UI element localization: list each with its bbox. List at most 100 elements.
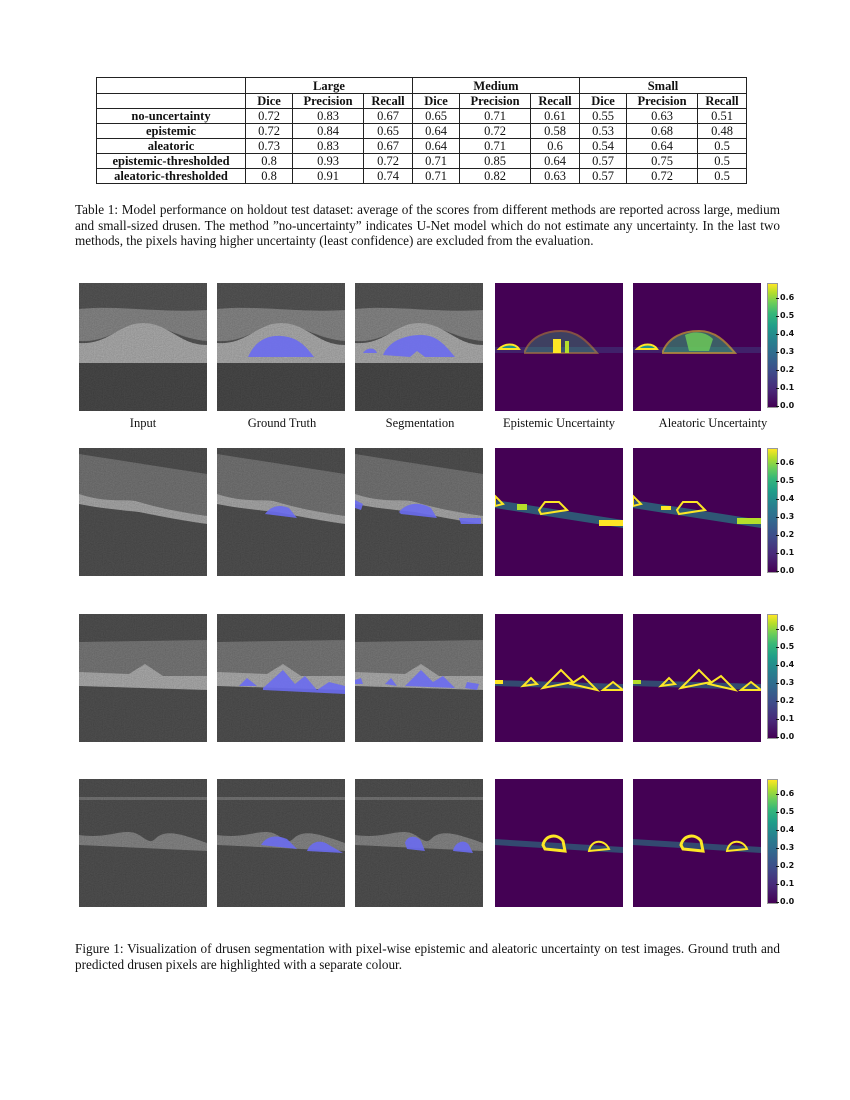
table-cell: 0.71: [459, 108, 531, 124]
table-cell: 0.72: [363, 153, 413, 169]
oct-input-image: [79, 614, 207, 742]
oct-input-image: [79, 448, 207, 576]
table-cell: 0.72: [245, 108, 293, 124]
segmentation-image: [355, 779, 483, 907]
table-cell: 0.72: [459, 123, 531, 139]
oct-input-image: [79, 779, 207, 907]
col-header-dice: Dice: [412, 93, 460, 109]
aleatoric-uncertainty-map: [633, 779, 761, 907]
group-header-large: Large: [245, 77, 413, 94]
table-row: no-uncertainty 0.72 0.83 0.67 0.65 0.71 …: [96, 108, 747, 124]
table-cell: 0.8: [245, 153, 293, 169]
epistemic-uncertainty-map: [495, 614, 623, 742]
col-header-recall: Recall: [363, 93, 413, 109]
col-header-precision: Precision: [626, 93, 698, 109]
table-cell: 0.57: [579, 168, 627, 184]
table-cell: 0.71: [412, 153, 460, 169]
segmentation-image: [355, 614, 483, 742]
col-header-dice: Dice: [245, 93, 293, 109]
table-cell: 0.91: [292, 168, 364, 184]
epistemic-uncertainty-map: [495, 283, 623, 411]
table-cell: 0.55: [579, 108, 627, 124]
table-cell: 0.54: [579, 138, 627, 154]
epistemic-uncertainty-map: [495, 448, 623, 576]
epistemic-uncertainty-map: [495, 779, 623, 907]
aleatoric-uncertainty-map: [633, 614, 761, 742]
table-row: epistemic 0.72 0.84 0.65 0.64 0.72 0.58 …: [96, 123, 747, 139]
table-group-header-row: Large Medium Small: [96, 77, 747, 94]
oct-input-image: [79, 283, 207, 411]
table-row: aleatoric 0.73 0.83 0.67 0.64 0.71 0.6 0…: [96, 138, 747, 154]
segmentation-image: [355, 283, 483, 411]
method-label: epistemic: [96, 123, 246, 139]
table-cell: 0.67: [363, 138, 413, 154]
table-cell: 0.48: [697, 123, 747, 139]
col-header-recall: Recall: [530, 93, 580, 109]
ground-truth-image: [217, 779, 345, 907]
method-label: aleatoric-thresholded: [96, 168, 246, 184]
ground-truth-image: [217, 448, 345, 576]
column-label-segmentation: Segmentation: [385, 416, 455, 430]
table-cell: 0.51: [697, 108, 747, 124]
table-cell: 0.67: [363, 108, 413, 124]
col-header-precision: Precision: [459, 93, 531, 109]
results-table: Large Medium Small Dice Precision Recall…: [96, 77, 747, 184]
table-cell: 0.85: [459, 153, 531, 169]
group-header-small: Small: [579, 77, 747, 94]
table-cell: 0.5: [697, 168, 747, 184]
table-cell: 0.64: [412, 138, 460, 154]
table-corner-cell: [96, 77, 246, 94]
table-subheader-row: Dice Precision Recall Dice Precision Rec…: [96, 93, 747, 109]
column-label-epistemic: Epistemic Uncertainty: [502, 416, 616, 430]
table-cell: 0.71: [459, 138, 531, 154]
table-cell: 0.8: [245, 168, 293, 184]
table-cell: 0.83: [292, 138, 364, 154]
table-cell: 0.65: [412, 108, 460, 124]
ground-truth-image: [217, 614, 345, 742]
table-cell: 0.63: [626, 108, 698, 124]
colorbar: [767, 779, 778, 904]
segmentation-image: [355, 448, 483, 576]
table-cell: 0.71: [412, 168, 460, 184]
table-cell: 0.58: [530, 123, 580, 139]
column-label-ground-truth: Ground Truth: [247, 416, 317, 430]
table-corner-cell: [96, 93, 246, 109]
table-row: epistemic-thresholded 0.8 0.93 0.72 0.71…: [96, 153, 747, 169]
table-cell: 0.64: [412, 123, 460, 139]
table-cell: 0.64: [626, 138, 698, 154]
colorbar: [767, 448, 778, 573]
table-cell: 0.53: [579, 123, 627, 139]
table-cell: 0.73: [245, 138, 293, 154]
method-label: epistemic-thresholded: [96, 153, 246, 169]
col-header-recall: Recall: [697, 93, 747, 109]
col-header-precision: Precision: [292, 93, 364, 109]
table-cell: 0.61: [530, 108, 580, 124]
table-cell: 0.82: [459, 168, 531, 184]
figure-caption: Figure 1: Visualization of drusen segmen…: [75, 941, 780, 972]
table-cell: 0.75: [626, 153, 698, 169]
column-label-aleatoric: Aleatoric Uncertainty: [658, 416, 768, 430]
table-cell: 0.57: [579, 153, 627, 169]
table-cell: 0.6: [530, 138, 580, 154]
table-cell: 0.72: [245, 123, 293, 139]
colorbar: [767, 614, 778, 739]
table-cell: 0.63: [530, 168, 580, 184]
method-label: no-uncertainty: [96, 108, 246, 124]
table-cell: 0.84: [292, 123, 364, 139]
table-cell: 0.5: [697, 138, 747, 154]
method-label: aleatoric: [96, 138, 246, 154]
colorbar: [767, 283, 778, 408]
table-cell: 0.65: [363, 123, 413, 139]
column-label-input: Input: [129, 416, 157, 430]
ground-truth-image: [217, 283, 345, 411]
group-header-medium: Medium: [412, 77, 580, 94]
table-cell: 0.64: [530, 153, 580, 169]
table-cell: 0.93: [292, 153, 364, 169]
table-cell: 0.74: [363, 168, 413, 184]
table-row: aleatoric-thresholded 0.8 0.91 0.74 0.71…: [96, 168, 747, 184]
table-cell: 0.5: [697, 153, 747, 169]
table-cell: 0.68: [626, 123, 698, 139]
aleatoric-uncertainty-map: [633, 283, 761, 411]
col-header-dice: Dice: [579, 93, 627, 109]
aleatoric-uncertainty-map: [633, 448, 761, 576]
